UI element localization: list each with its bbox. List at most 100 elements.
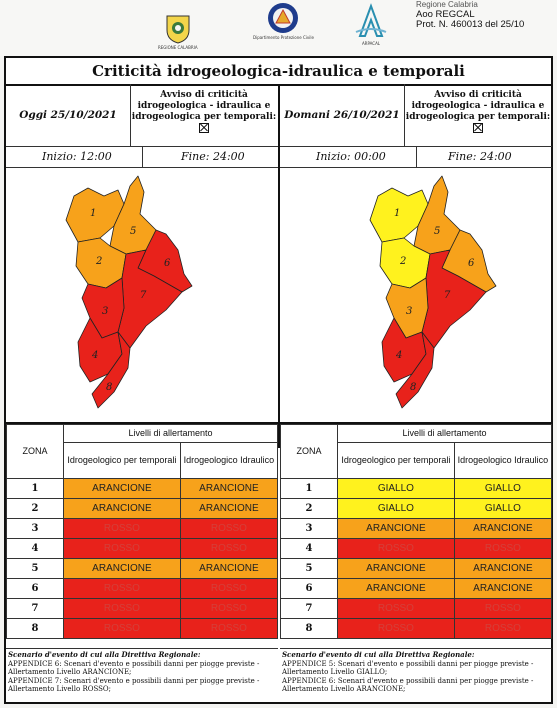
avviso-text: Avviso di criticità idrogeologica - idra…	[405, 90, 551, 122]
level-temporali: ARANCIONE	[337, 558, 455, 579]
zone-label: 5	[434, 226, 440, 237]
zone-row: 2 ARANCIONE ARANCIONE	[6, 498, 279, 519]
level-temporali: ROSSO	[63, 598, 181, 619]
level-temporali: GIALLO	[337, 478, 455, 499]
zone-number: 5	[280, 558, 338, 579]
tomorrow-avviso: Avviso di criticità idrogeologica - idra…	[404, 84, 552, 146]
checkbox-crossed-icon	[473, 123, 483, 133]
scenario-line: APPENDICE 5: Scenari d'evento e possibil…	[282, 659, 534, 677]
zone-label: 2	[95, 256, 102, 267]
zone-number: 2	[6, 498, 64, 519]
level-temporali: ROSSO	[337, 618, 455, 639]
zone-label: 3	[102, 306, 108, 317]
level-temporali: GIALLO	[337, 498, 455, 519]
zone-row: 6 ARANCIONE ARANCIONE	[280, 578, 553, 599]
zone-row: 5 ARANCIONE ARANCIONE	[280, 558, 553, 579]
zone-row: 3 ARANCIONE ARANCIONE	[280, 518, 553, 539]
checkbox-crossed-icon	[199, 123, 209, 133]
level-idraulico: ROSSO	[179, 618, 279, 639]
zone-label: 6	[164, 258, 171, 269]
level-idraulico: ARANCIONE	[453, 578, 553, 599]
today-levels-table: ZONA Livelli di allertamento Idrogeologi…	[6, 422, 279, 639]
level-idraulico: ROSSO	[453, 618, 553, 639]
today-levels-body: 1 ARANCIONE ARANCIONE 2 ARANCIONE ARANCIONE 3 R…	[6, 478, 279, 639]
zone-number: 1	[280, 478, 338, 499]
level-idraulico: ARANCIONE	[453, 518, 553, 539]
today-inizio: Inizio: 12:00	[42, 150, 112, 163]
level-idraulico: ARANCIONE	[179, 558, 279, 579]
zone-label: 2	[399, 256, 406, 267]
scenario-line: APPENDICE 6: Scenari d'evento e possibil…	[8, 659, 260, 677]
zone-row: 4 ROSSO ROSSO	[280, 538, 553, 559]
tomorrow-levels-table: ZONA Livelli di allertamento Idrogeologi…	[280, 422, 553, 639]
tomorrow-inizio: Inizio: 00:00	[316, 150, 386, 163]
tomorrow-map: 1 5 2 6 7 3 4 8	[280, 168, 552, 448]
stamp-line: Aoo REGCAL	[416, 9, 475, 20]
tomorrow-date: Domani 26/10/2021	[280, 84, 405, 146]
zone-number: 6	[6, 578, 64, 599]
zone-number: 5	[6, 558, 64, 579]
zone-label: 8	[410, 382, 416, 393]
zone-label: 7	[140, 290, 147, 301]
level-idraulico: ARANCIONE	[179, 498, 279, 519]
zone-label: 8	[106, 382, 112, 393]
tomorrow-fine: Fine: 24:00	[448, 150, 512, 163]
level-idraulico: ROSSO	[179, 578, 279, 599]
zone-row: 7 ROSSO ROSSO	[280, 598, 553, 619]
today-fine: Fine: 24:00	[181, 150, 245, 163]
zone-row: 8 ROSSO ROSSO	[6, 618, 279, 639]
zone-row: 8 ROSSO ROSSO	[280, 618, 553, 639]
col-idraulico-header: Idrogeologico Idraulico	[179, 442, 279, 479]
level-idraulico: ROSSO	[179, 538, 279, 559]
zone-number: 7	[6, 598, 64, 619]
zone-label: 3	[406, 306, 412, 317]
level-temporali: ARANCIONE	[337, 518, 455, 539]
zone-label: 4	[395, 350, 402, 361]
scenario-heading: Scenario d'evento di cui alla Direttiva …	[8, 650, 201, 659]
zone-number: 3	[280, 518, 338, 539]
zone-number: 2	[280, 498, 338, 519]
level-idraulico: ARANCIONE	[179, 478, 279, 499]
scenario-heading: Scenario d'evento di cui alla Direttiva …	[282, 650, 475, 659]
level-temporali: ROSSO	[63, 538, 181, 559]
tomorrow-levels-body: 1 GIALLO GIALLO 2 GIALLO GIALLO 3 ARANCIONE ARAN…	[280, 478, 553, 639]
arpacal-logo: ARPACAL	[352, 2, 390, 46]
zone-row: 5 ARANCIONE ARANCIONE	[6, 558, 279, 579]
zone-number: 3	[6, 518, 64, 539]
zone-row: 4 ROSSO ROSSO	[6, 538, 279, 559]
level-idraulico: ARANCIONE	[453, 558, 553, 579]
scenario-line: APPENDICE 7: Scenari d'evento e possibil…	[8, 676, 260, 694]
zone-label: 6	[468, 258, 475, 269]
zone-label: 7	[444, 290, 451, 301]
zone-row: 2 GIALLO GIALLO	[280, 498, 553, 519]
zone-8-area	[395, 331, 435, 409]
zone-number: 4	[6, 538, 64, 559]
protocol-stamp: Regione Calabria Aoo REGCAL Prot. N. 460…	[416, 0, 524, 30]
regione-calabria-logo: REGIONE CALABRIA	[158, 14, 198, 50]
col-temporali-header: Idrogeologico per temporali	[63, 442, 181, 479]
logo-caption: Dipartimento Protezione Civile	[253, 35, 314, 40]
col-temporali-header: Idrogeologico per temporali	[337, 442, 455, 479]
zone-number: 8	[6, 618, 64, 639]
today-avviso: Avviso di criticità idrogeologica - idra…	[130, 84, 278, 146]
level-idraulico: ROSSO	[453, 538, 553, 559]
level-idraulico: ROSSO	[179, 598, 279, 619]
today-panel: Oggi 25/10/2021 Avviso di criticità idro…	[6, 84, 280, 448]
level-temporali: ROSSO	[337, 598, 455, 619]
level-temporali: ARANCIONE	[63, 478, 181, 499]
col-idraulico-header: Idrogeologico Idraulico	[453, 442, 553, 479]
tomorrow-scenario: Scenario d'evento di cui alla Direttiva …	[280, 648, 552, 704]
bulletin-title: Criticità idrogeologica-idraulica e temp…	[6, 58, 551, 86]
zone-label: 1	[394, 208, 400, 219]
document-header: REGIONE CALABRIA Dipartimento Protezione…	[0, 0, 557, 56]
zone-row: 7 ROSSO ROSSO	[6, 598, 279, 619]
level-temporali: ROSSO	[63, 618, 181, 639]
zone-row: 3 ROSSO ROSSO	[6, 518, 279, 539]
today-scenario: Scenario d'evento di cui alla Direttiva …	[6, 648, 278, 704]
level-temporali: ROSSO	[337, 538, 455, 559]
zone-label: 1	[90, 208, 96, 219]
zone-header: ZONA	[280, 424, 338, 479]
stamp-line: Regione Calabria	[416, 0, 478, 9]
zone-row: 1 ARANCIONE ARANCIONE	[6, 478, 279, 499]
logo-caption: REGIONE CALABRIA	[158, 45, 198, 50]
